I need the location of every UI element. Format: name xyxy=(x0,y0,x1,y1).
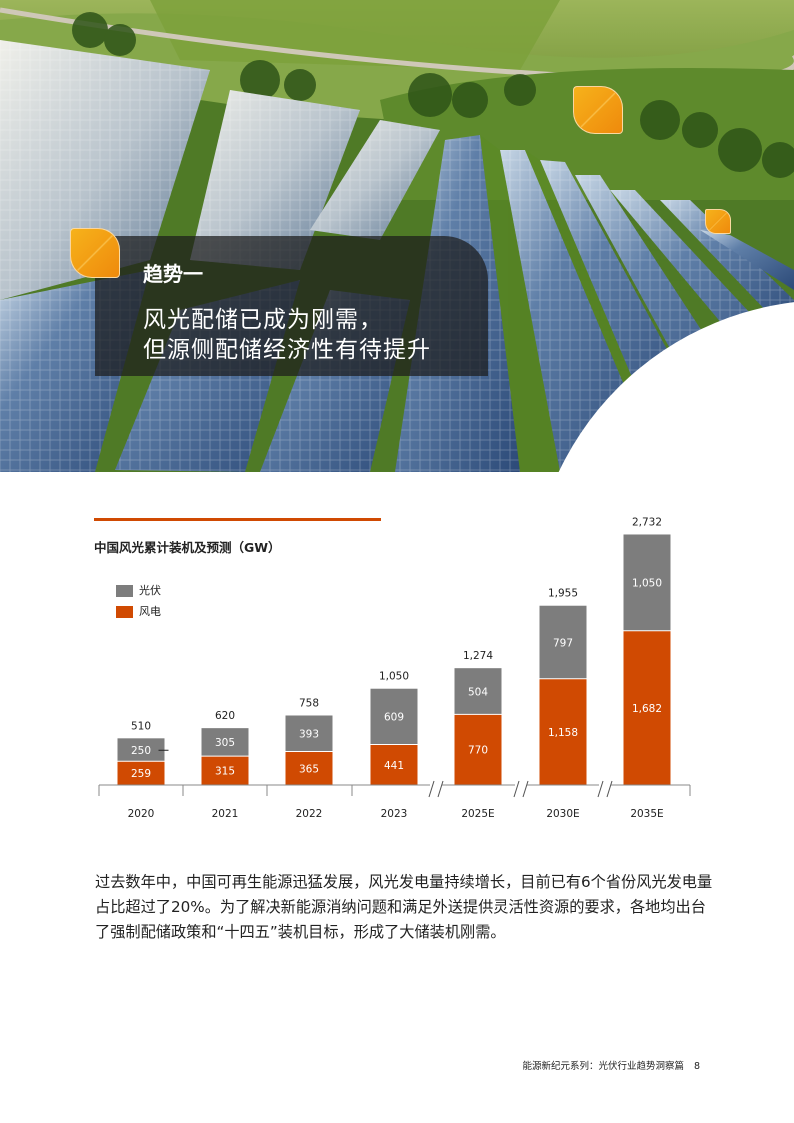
bar-wind-2021 xyxy=(201,756,249,785)
axis-break-mark xyxy=(606,780,613,798)
bar-wind-2022 xyxy=(285,751,333,785)
x-tick-label: 2025E xyxy=(461,808,494,820)
bar-wind-2030E xyxy=(539,678,587,785)
x-tick-label: 2021 xyxy=(212,808,239,820)
legend-swatch-wind xyxy=(116,606,133,618)
data-label-pv: 305 xyxy=(215,737,235,749)
data-label-wind: 1,682 xyxy=(632,703,662,715)
bar-pv-2035E xyxy=(623,534,671,631)
x-tick-label: 2030E xyxy=(546,808,579,820)
trend-title-line1: 风光配储已成为刚需， xyxy=(143,307,383,333)
bar-pv-2022 xyxy=(285,715,333,752)
chart-title: 中国风光累计装机及预测（GW） xyxy=(94,540,281,555)
data-label-wind: 441 xyxy=(384,760,404,772)
bar-pv-2021 xyxy=(201,728,249,757)
data-label-pv: 1,050 xyxy=(632,578,662,590)
hero-image: 趋势一 风光配储已成为刚需， 但源侧配储经济性有待提升 xyxy=(0,0,794,472)
x-tick-label: 2035E xyxy=(630,808,663,820)
data-label-wind: 365 xyxy=(299,763,319,775)
data-label-pv: 504 xyxy=(468,686,488,698)
page-footer: 能源新纪元系列：光伏行业趋势洞察篇 8 xyxy=(520,1058,700,1072)
trend-label: 趋势一 xyxy=(143,262,203,286)
total-label: 1,050 xyxy=(379,671,409,683)
leaf-icon xyxy=(705,209,731,234)
trend-callout: 趋势一 风光配储已成为刚需， 但源侧配储经济性有待提升 xyxy=(95,236,488,376)
data-label-wind: 259 xyxy=(131,768,151,780)
legend-label-pv: 光伏 xyxy=(139,584,161,597)
bar-wind-2025E xyxy=(454,714,502,785)
data-label-wind: 770 xyxy=(468,745,488,757)
accent-rule xyxy=(94,518,381,521)
x-tick-label: 2020 xyxy=(128,808,155,820)
body-paragraph: 过去数年中，中国可再生能源迅猛发展，风光发电量持续增长，目前已有6个省份风光发电… xyxy=(95,873,713,941)
data-label-wind: 315 xyxy=(215,766,235,778)
data-label-pv: 609 xyxy=(384,712,404,724)
leaf-icon xyxy=(573,86,623,134)
bar-wind-2023 xyxy=(370,744,418,785)
footer-series-text: 能源新纪元系列：光伏行业趋势洞察篇 xyxy=(522,1061,684,1072)
total-label: 758 xyxy=(299,697,319,709)
axis-break-mark xyxy=(597,780,604,798)
data-label-pv: 797 xyxy=(553,637,573,649)
legend-item-wind: 风电 xyxy=(116,603,161,619)
bar-pv-2030E xyxy=(539,605,587,679)
legend-swatch-pv xyxy=(116,585,133,597)
axis-break-mark xyxy=(428,780,435,798)
axis-break-mark xyxy=(513,780,520,798)
total-label: 620 xyxy=(215,710,235,722)
axis-break-mark xyxy=(522,780,529,798)
total-label: 510 xyxy=(131,720,151,732)
bar-wind-2035E xyxy=(623,630,671,785)
bar-wind-2020 xyxy=(117,761,165,785)
x-tick-label: 2022 xyxy=(296,808,323,820)
bar-pv-2020 xyxy=(117,738,165,762)
legend-item-pv: 光伏 xyxy=(116,582,161,598)
x-tick-label: 2023 xyxy=(381,808,408,820)
total-label: 1,274 xyxy=(463,650,493,662)
bar-pv-2023 xyxy=(370,688,418,745)
leaf-icon xyxy=(70,228,120,278)
axis-break-mark xyxy=(437,780,444,798)
data-label-wind: 1,158 xyxy=(548,727,578,739)
total-label: 1,955 xyxy=(548,588,578,600)
trend-title-line2: 但源侧配储经济性有待提升 xyxy=(143,337,431,363)
page-number: 8 xyxy=(693,1061,700,1072)
legend-label-wind: 风电 xyxy=(139,605,161,618)
stacked-bar-chart: 259 250 510 2020 315 305 620 2021 365 393 758 2022 4… xyxy=(98,516,691,820)
data-label-pv: 250 xyxy=(131,745,151,757)
bar-pv-2025E xyxy=(454,668,502,715)
data-label-pv: 393 xyxy=(299,729,319,741)
total-label: 2,732 xyxy=(632,516,662,528)
